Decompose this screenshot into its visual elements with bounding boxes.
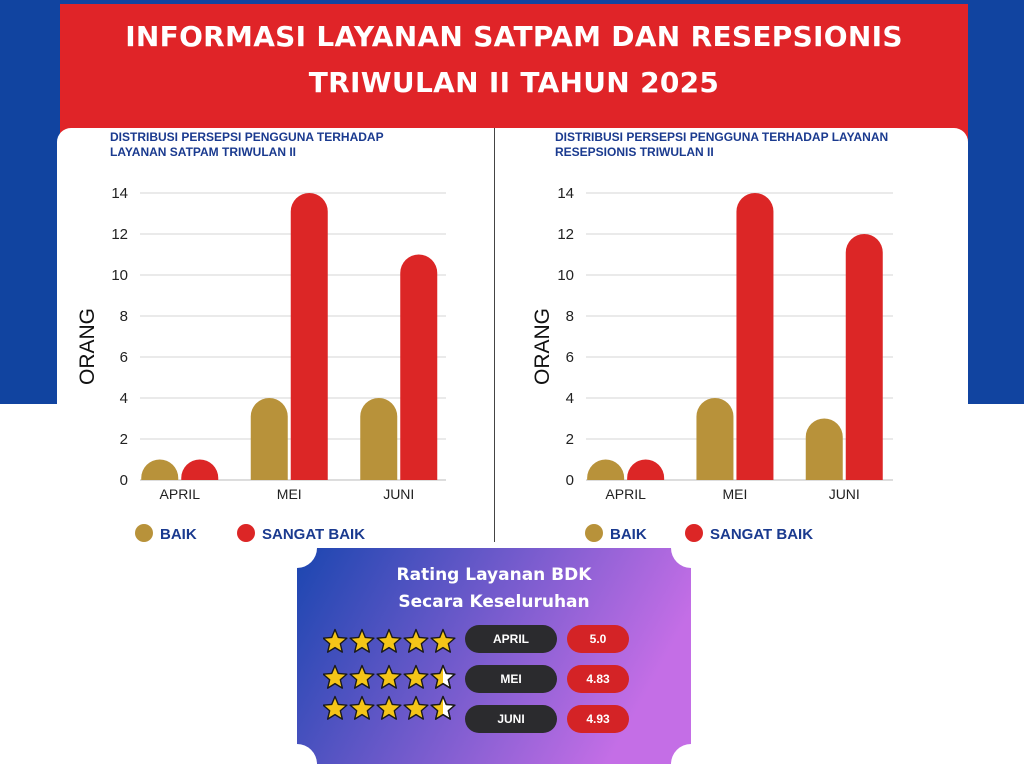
star-icon	[323, 628, 348, 653]
charts-card	[57, 128, 968, 560]
page-title-line-2: TRIWULAN II TAHUN 2025	[308, 66, 720, 99]
star-icon	[349, 628, 375, 653]
y-tick-label: 0	[566, 472, 574, 489]
page-title: INFORMASI LAYANAN SATPAM DAN RESEPSIONIS…	[60, 14, 968, 106]
bar-sangat-baik-juni	[400, 254, 438, 480]
y-tick-label: 4	[566, 390, 574, 407]
y-axis-label: ORANG	[531, 308, 554, 385]
chart-title-line-2: RESEPSIONIS TRIWULAN II	[555, 145, 714, 159]
star-icon	[349, 695, 375, 720]
bar-baik-april	[141, 459, 179, 480]
y-tick-label: 12	[557, 226, 574, 243]
bar-sangat-baik-mei	[290, 193, 328, 481]
y-tick-label: 0	[120, 472, 128, 489]
x-tick-label: APRIL	[160, 486, 201, 502]
bar-sangat-baik-mei	[736, 193, 774, 481]
star-icon	[323, 664, 348, 689]
y-tick-label: 12	[111, 226, 128, 243]
chart-divider	[494, 128, 495, 542]
rating-month-april: APRIL	[465, 625, 557, 653]
rating-score-mei: 4.83	[567, 665, 629, 693]
legend-marker	[585, 524, 603, 542]
bar-sangat-baik-april	[627, 459, 665, 480]
chart-title-line-1: DISTRIBUSI PERSEPSI PENGGUNA TERHADAP LA…	[555, 130, 888, 144]
y-tick-label: 10	[557, 267, 574, 284]
star-icon	[376, 695, 402, 720]
star-icon	[323, 695, 348, 720]
legend-marker	[685, 524, 703, 542]
legend-label: BAIK	[610, 526, 647, 543]
bar-sangat-baik-juni	[845, 234, 883, 480]
resepsionis-chart: DISTRIBUSI PERSEPSI PENGGUNA TERHADAP LA…	[531, 130, 893, 543]
x-tick-label: JUNI	[383, 486, 414, 502]
star-icon	[403, 664, 429, 689]
bar-baik-april	[587, 459, 625, 480]
star-icon	[403, 628, 429, 653]
half-star-icon	[431, 696, 443, 720]
legend-marker	[237, 524, 255, 542]
star-icon	[349, 664, 375, 689]
y-tick-label: 2	[120, 431, 128, 448]
chart-title-line-2: LAYANAN SATPAM TRIWULAN II	[110, 145, 296, 159]
x-tick-label: MEI	[277, 486, 302, 502]
rating-title-line-1: Rating Layanan BDK	[396, 565, 592, 585]
bar-baik-mei	[696, 398, 734, 480]
bar-sangat-baik-april	[181, 459, 219, 480]
y-tick-label: 4	[120, 390, 128, 407]
legend-marker	[135, 524, 153, 542]
bar-baik-juni	[360, 398, 398, 480]
y-tick-label: 10	[111, 267, 128, 284]
x-tick-label: APRIL	[605, 486, 646, 502]
y-tick-label: 6	[120, 349, 128, 366]
y-tick-label: 8	[120, 308, 128, 325]
y-tick-label: 6	[566, 349, 574, 366]
y-tick-label: 14	[111, 185, 128, 202]
y-tick-label: 14	[557, 185, 574, 202]
legend-label: SANGAT BAIK	[710, 526, 813, 543]
y-tick-label: 2	[566, 431, 574, 448]
rating-month-juni: JUNI	[465, 705, 557, 733]
star-icon	[430, 628, 456, 653]
x-tick-label: JUNI	[829, 486, 860, 502]
star-icon	[403, 695, 429, 720]
legend-label: SANGAT BAIK	[262, 526, 365, 543]
page-title-line-1: INFORMASI LAYANAN SATPAM DAN RESEPSIONIS	[125, 20, 903, 53]
stars-mei	[323, 664, 456, 689]
y-axis-label: ORANG	[76, 308, 99, 385]
stars-juni	[323, 695, 456, 720]
rating-score-juni: 4.93	[567, 705, 629, 733]
chart-title-line-1: DISTRIBUSI PERSEPSI PENGGUNA TERHADAP	[110, 130, 384, 144]
rating-month-mei: MEI	[465, 665, 557, 693]
satpam-chart: DISTRIBUSI PERSEPSI PENGGUNA TERHADAPLAY…	[76, 130, 446, 543]
rating-panel: Rating Layanan BDK Secara Keseluruhan AP…	[297, 548, 691, 764]
legend-label: BAIK	[160, 526, 197, 543]
rating-title-line-2: Secara Keseluruhan	[398, 592, 590, 612]
y-tick-label: 8	[566, 308, 574, 325]
bar-baik-juni	[805, 418, 843, 480]
rating-score-april: 5.0	[567, 625, 629, 653]
stars-april	[323, 628, 456, 653]
bar-baik-mei	[250, 398, 288, 480]
x-tick-label: MEI	[723, 486, 748, 502]
star-icon	[376, 664, 402, 689]
half-star-icon	[431, 665, 443, 689]
star-icon	[376, 628, 402, 653]
